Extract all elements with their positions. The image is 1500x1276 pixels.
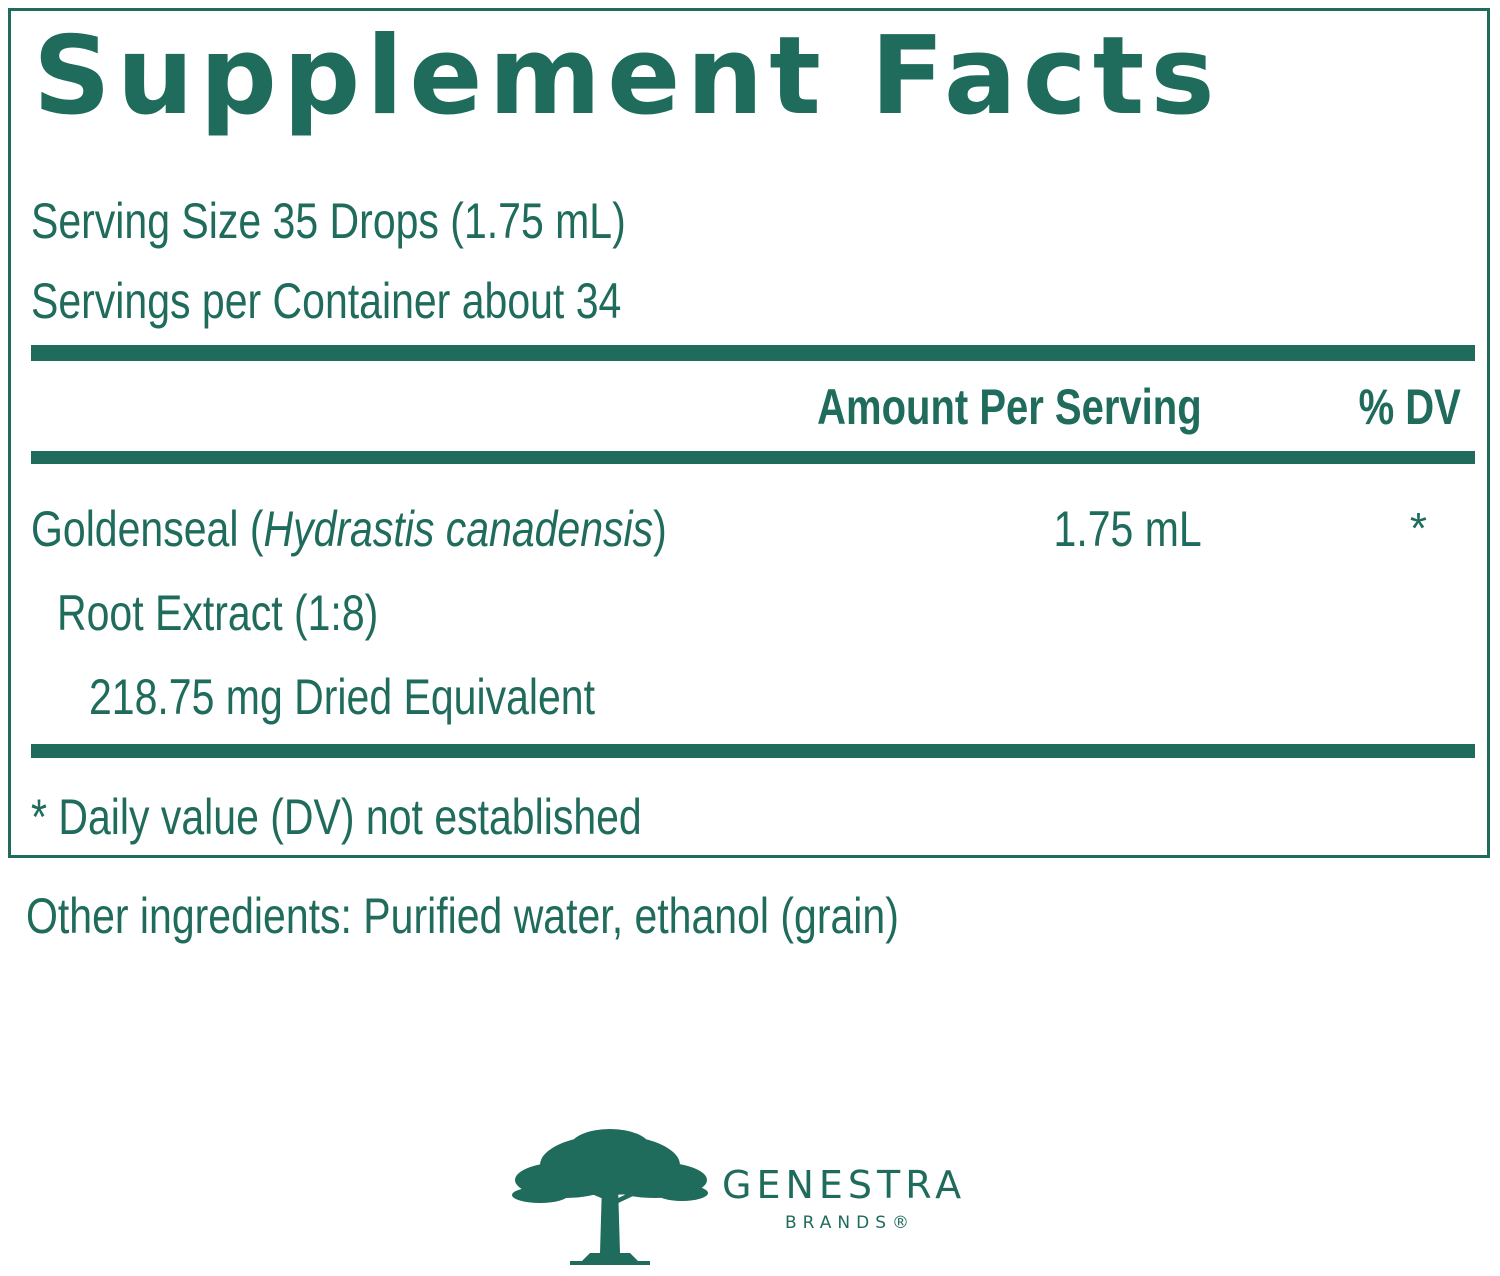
footnote: * Daily value (DV) not established bbox=[31, 789, 642, 845]
brand-name: GENESTRA bbox=[722, 1163, 967, 1207]
ingredient-name-prefix: Goldenseal ( bbox=[31, 501, 264, 557]
thick-divider-top bbox=[31, 345, 1475, 361]
brand-logo: GENESTRA BRANDS® bbox=[510, 1125, 1000, 1270]
ingredient-dv: * bbox=[1409, 504, 1427, 553]
serving-size: Serving Size 35 Drops (1.75 mL) bbox=[31, 193, 626, 249]
ingredient-amount: 1.75 mL bbox=[1053, 501, 1202, 557]
other-ingredients: Other ingredients: Purified water, ethan… bbox=[26, 888, 899, 944]
ingredient-latin-name: Hydrastis canadensis bbox=[263, 501, 654, 557]
divider-header bbox=[31, 451, 1475, 464]
panel-title: Supplement Facts bbox=[33, 14, 1221, 139]
brand-subtitle: BRANDS® bbox=[785, 1213, 916, 1233]
servings-per-container: Servings per Container about 34 bbox=[31, 273, 622, 329]
header-percent-dv: % DV bbox=[1358, 379, 1461, 435]
supplement-facts-panel: Supplement Facts Serving Size 35 Drops (… bbox=[8, 8, 1490, 858]
ingredient-line-root-extract: Root Extract (1:8) bbox=[57, 585, 379, 641]
tree-icon bbox=[512, 1129, 708, 1265]
header-amount-per-serving: Amount Per Serving bbox=[817, 379, 1202, 435]
ingredient-name-suffix: ) bbox=[653, 501, 667, 557]
ingredient-name: Goldenseal (Hydrastis canadensis) bbox=[31, 497, 667, 561]
thick-divider-bottom bbox=[31, 744, 1475, 758]
ingredient-line-dried-equivalent: 218.75 mg Dried Equivalent bbox=[89, 669, 595, 725]
